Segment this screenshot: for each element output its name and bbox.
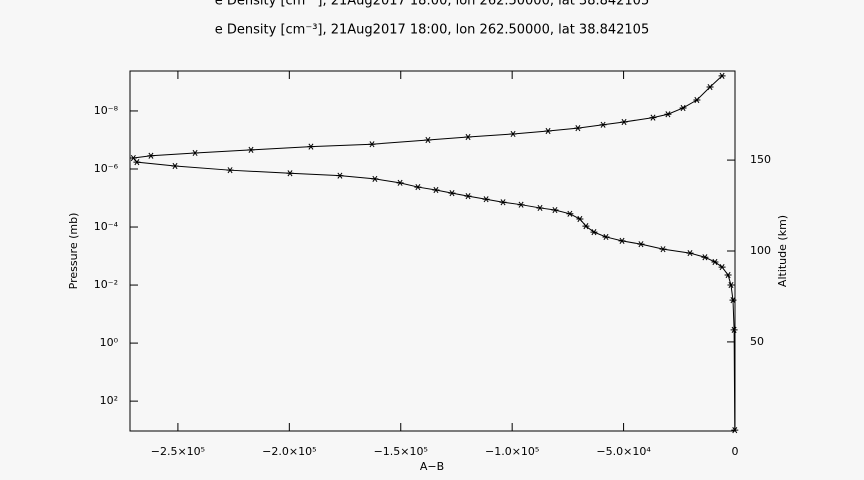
star-marker (659, 246, 667, 253)
star-marker (620, 118, 628, 126)
star-marker (731, 427, 739, 434)
star-marker (368, 141, 376, 148)
chart-title: e Density [cm⁻³], 21Aug2017 18:00, lon 2… (215, 23, 649, 38)
x-tick-label: −2.5×10⁵ (151, 445, 205, 458)
y-tick-label: 10² (100, 394, 118, 407)
x-tick-label: −1.5×10⁵ (374, 445, 428, 458)
star-marker (551, 206, 559, 214)
data-line (132, 75, 736, 431)
star-marker (718, 72, 726, 80)
star-marker (432, 186, 440, 194)
star-marker (499, 199, 507, 206)
star-marker (517, 201, 525, 208)
star-marker (637, 241, 645, 248)
y2-tick-label: 150 (750, 153, 771, 166)
y-tick-label: 10⁻² (94, 278, 118, 291)
y2-tick-label: 100 (750, 244, 771, 257)
star-marker (336, 172, 344, 179)
star-marker (730, 326, 738, 333)
star-marker (464, 133, 472, 141)
star-marker (693, 96, 701, 104)
star-marker (307, 143, 315, 150)
star-marker (649, 114, 657, 121)
x-tick-label: 0 (732, 445, 739, 458)
star-marker (574, 125, 582, 132)
chart-title: e Density [cm⁻³], 21Aug2017 18:00, lon 2… (215, 0, 649, 9)
star-marker (424, 136, 432, 144)
star-marker (536, 204, 544, 212)
star-marker (226, 167, 234, 174)
star-marker (509, 130, 517, 138)
star-marker (701, 254, 709, 261)
star-marker (482, 196, 490, 203)
star-marker (396, 179, 404, 186)
x-axis-label: A−B (420, 460, 444, 473)
star-marker (724, 271, 732, 279)
star-marker (599, 121, 607, 128)
star-marker (191, 149, 199, 157)
star-marker (147, 152, 155, 159)
star-marker (247, 146, 255, 154)
star-marker (618, 237, 626, 244)
x-tick-label: −2.0×10⁵ (262, 445, 316, 458)
star-marker (590, 229, 598, 236)
star-marker (464, 193, 472, 200)
star-marker (718, 263, 726, 271)
star-marker (566, 210, 574, 217)
star-marker (286, 170, 294, 177)
star-marker (171, 162, 179, 170)
star-marker (711, 258, 719, 266)
y2-axis-label: Altitude (km) (776, 215, 789, 287)
star-marker (582, 223, 590, 230)
y-tick-label: 10⁰ (100, 336, 119, 349)
star-marker (448, 190, 456, 197)
star-marker (686, 249, 694, 257)
x-tick-label: −5.0×10⁴ (596, 445, 651, 458)
y-axis-label: Pressure (mb) (67, 213, 80, 290)
star-marker (602, 233, 610, 241)
star-marker (576, 215, 584, 223)
star-marker (729, 297, 737, 304)
star-marker (679, 104, 687, 112)
y-tick-label: 10⁻⁸ (94, 104, 119, 117)
star-marker (414, 183, 422, 191)
star-marker (371, 175, 379, 183)
star-marker (664, 111, 672, 118)
y-tick-label: 10⁻⁶ (94, 162, 119, 175)
y-tick-label: 10⁻⁴ (94, 220, 119, 233)
x-tick-label: −1.0×10⁵ (485, 445, 539, 458)
star-marker (706, 83, 714, 91)
y2-tick-label: 50 (750, 335, 764, 348)
star-marker (544, 127, 552, 135)
star-marker (727, 281, 735, 289)
star-marker (133, 159, 141, 166)
